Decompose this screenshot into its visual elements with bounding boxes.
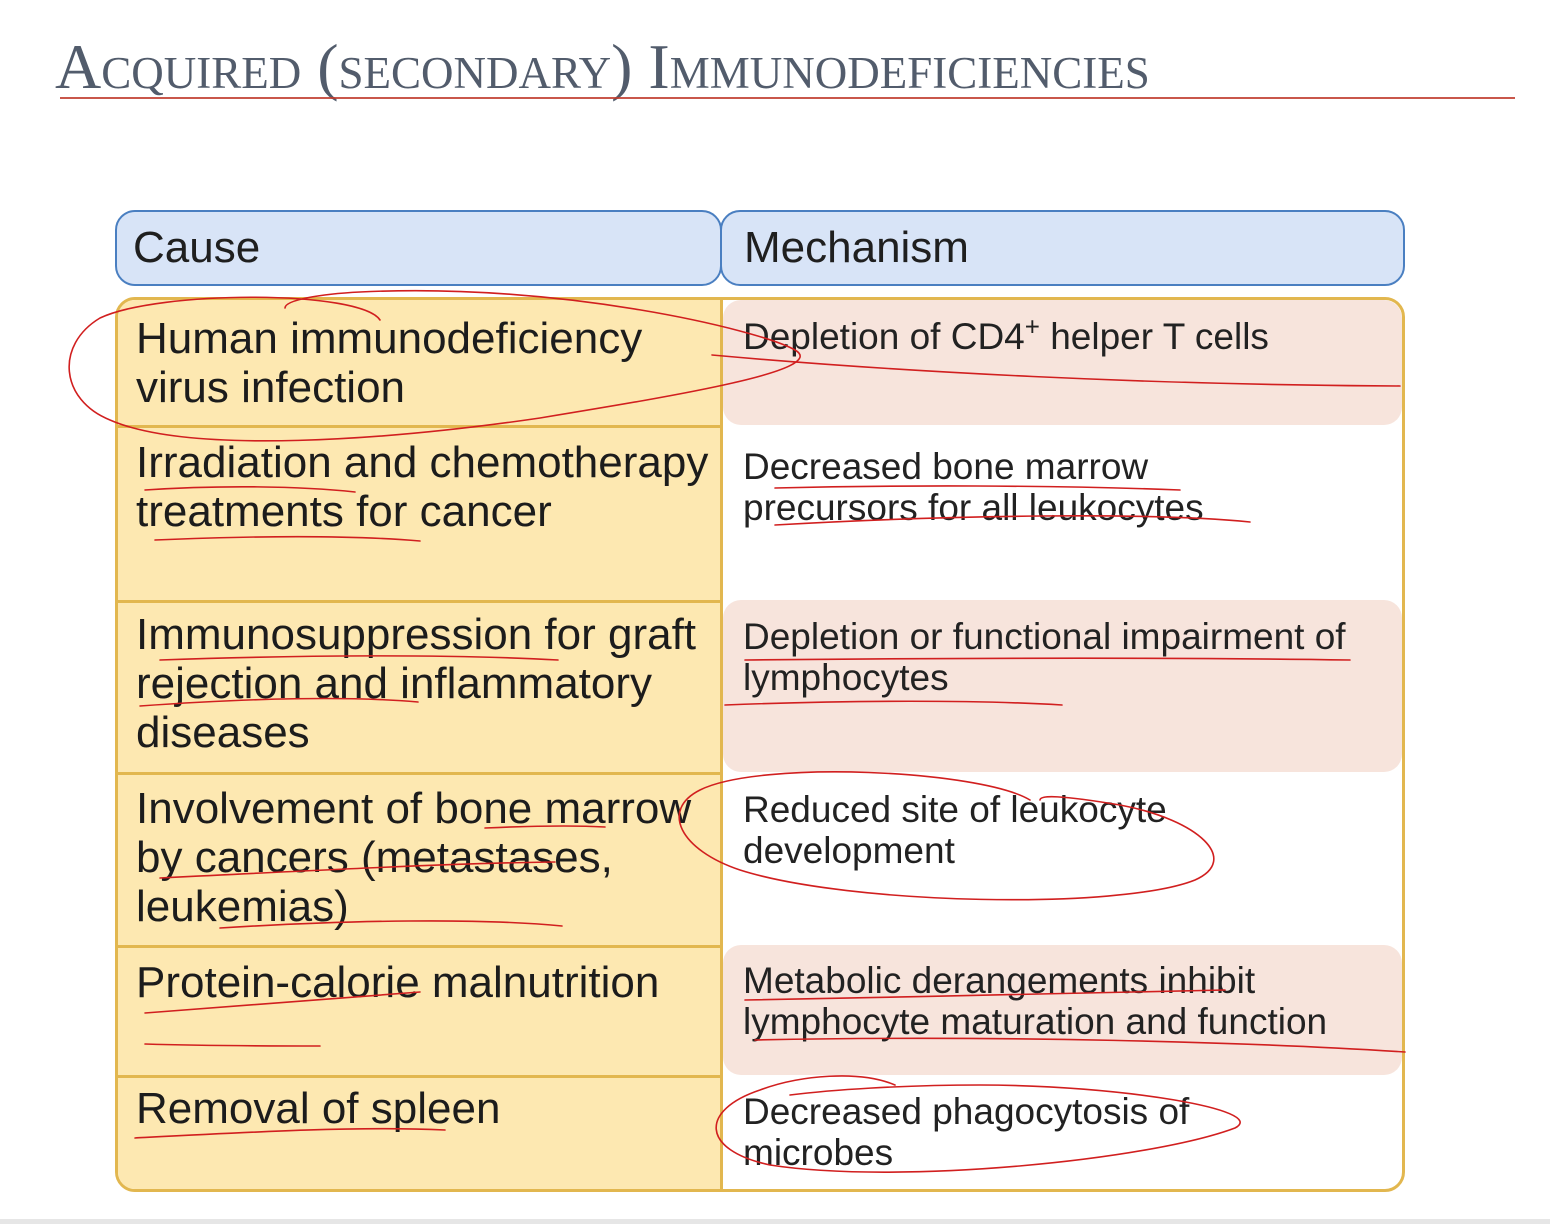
mechanism-cell: Depletion of CD4+ helper T cells [743, 314, 1402, 357]
slide-bottom-edge [0, 1219, 1550, 1224]
cause-cell: Protein-calorie malnutrition [136, 958, 660, 1007]
cause-cell: Human immunodeficiency virus infection [136, 314, 643, 412]
row-separator [118, 1075, 723, 1078]
row-separator [118, 772, 723, 775]
mechanism-cell: Depletion or functional impairment of ly… [743, 616, 1346, 698]
mechanism-cell: Decreased phagocytosis of microbes [743, 1091, 1190, 1173]
mechanism-text: helper T cells [1039, 316, 1269, 357]
mechanism-band-row-5 [723, 945, 1402, 1075]
cause-cell: Removal of spleen [136, 1084, 501, 1133]
mechanism-band-row-3 [723, 600, 1402, 772]
mechanism-cell: Reduced site of leukocyte development [743, 789, 1167, 871]
mechanism-cell: Decreased bone marrow precursors for all… [743, 446, 1204, 528]
cause-cell: Involvement of bone marrow by cancers (m… [136, 784, 692, 931]
header-mechanism: Mechanism [720, 210, 1405, 286]
cause-column [118, 300, 723, 1189]
row-separator [118, 945, 723, 948]
header-cause: Cause [115, 210, 722, 286]
mechanism-cell: Metabolic derangements inhibit lymphocyt… [743, 960, 1328, 1042]
title-underline [60, 97, 1515, 99]
row-separator [118, 425, 723, 428]
row-separator [118, 600, 723, 603]
mechanism-text: Depletion of CD4 [743, 316, 1025, 357]
cause-cell: Immunosuppression for graft rejection an… [136, 610, 697, 757]
mechanism-superscript: + [1024, 311, 1040, 342]
cause-cell: Irradiation and chemotherapy treatments … [136, 438, 709, 536]
slide-title: Acquired (secondary) Immunodeficiencies [55, 31, 1150, 102]
immunodeficiency-table: Human immunodeficiency virus infection D… [115, 297, 1405, 1192]
